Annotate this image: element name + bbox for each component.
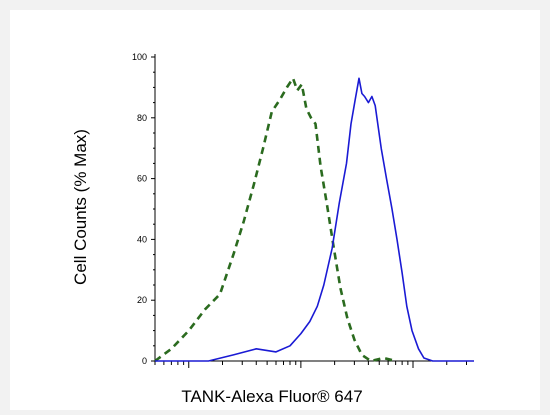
- series-group: [154, 77, 474, 363]
- y-tick-label: 40: [137, 234, 147, 244]
- solid-series-line: [155, 77, 474, 362]
- y-axis-title: Cell Counts (% Max): [71, 129, 90, 285]
- y-tick-label: 100: [132, 52, 147, 62]
- y-tick-label: 0: [142, 356, 147, 366]
- x-axis-ticks: [154, 361, 467, 368]
- x-axis-title: TANK-Alexa Fluor® 647: [181, 387, 362, 406]
- y-tick-label: 20: [137, 295, 147, 305]
- y-axis-ticks: 0 20 40 60 80 100: [132, 52, 155, 366]
- y-tick-label: 60: [137, 174, 147, 184]
- y-tick-label: 80: [137, 113, 147, 123]
- dashed-series-line: [154, 77, 396, 363]
- histogram-chart: 0 20 40 60 80 100 Cell Counts (% Max) TANK-Al…: [71, 52, 474, 406]
- chart-panel: 0 20 40 60 80 100 Cell Counts (% Max) TANK-Al…: [10, 10, 540, 410]
